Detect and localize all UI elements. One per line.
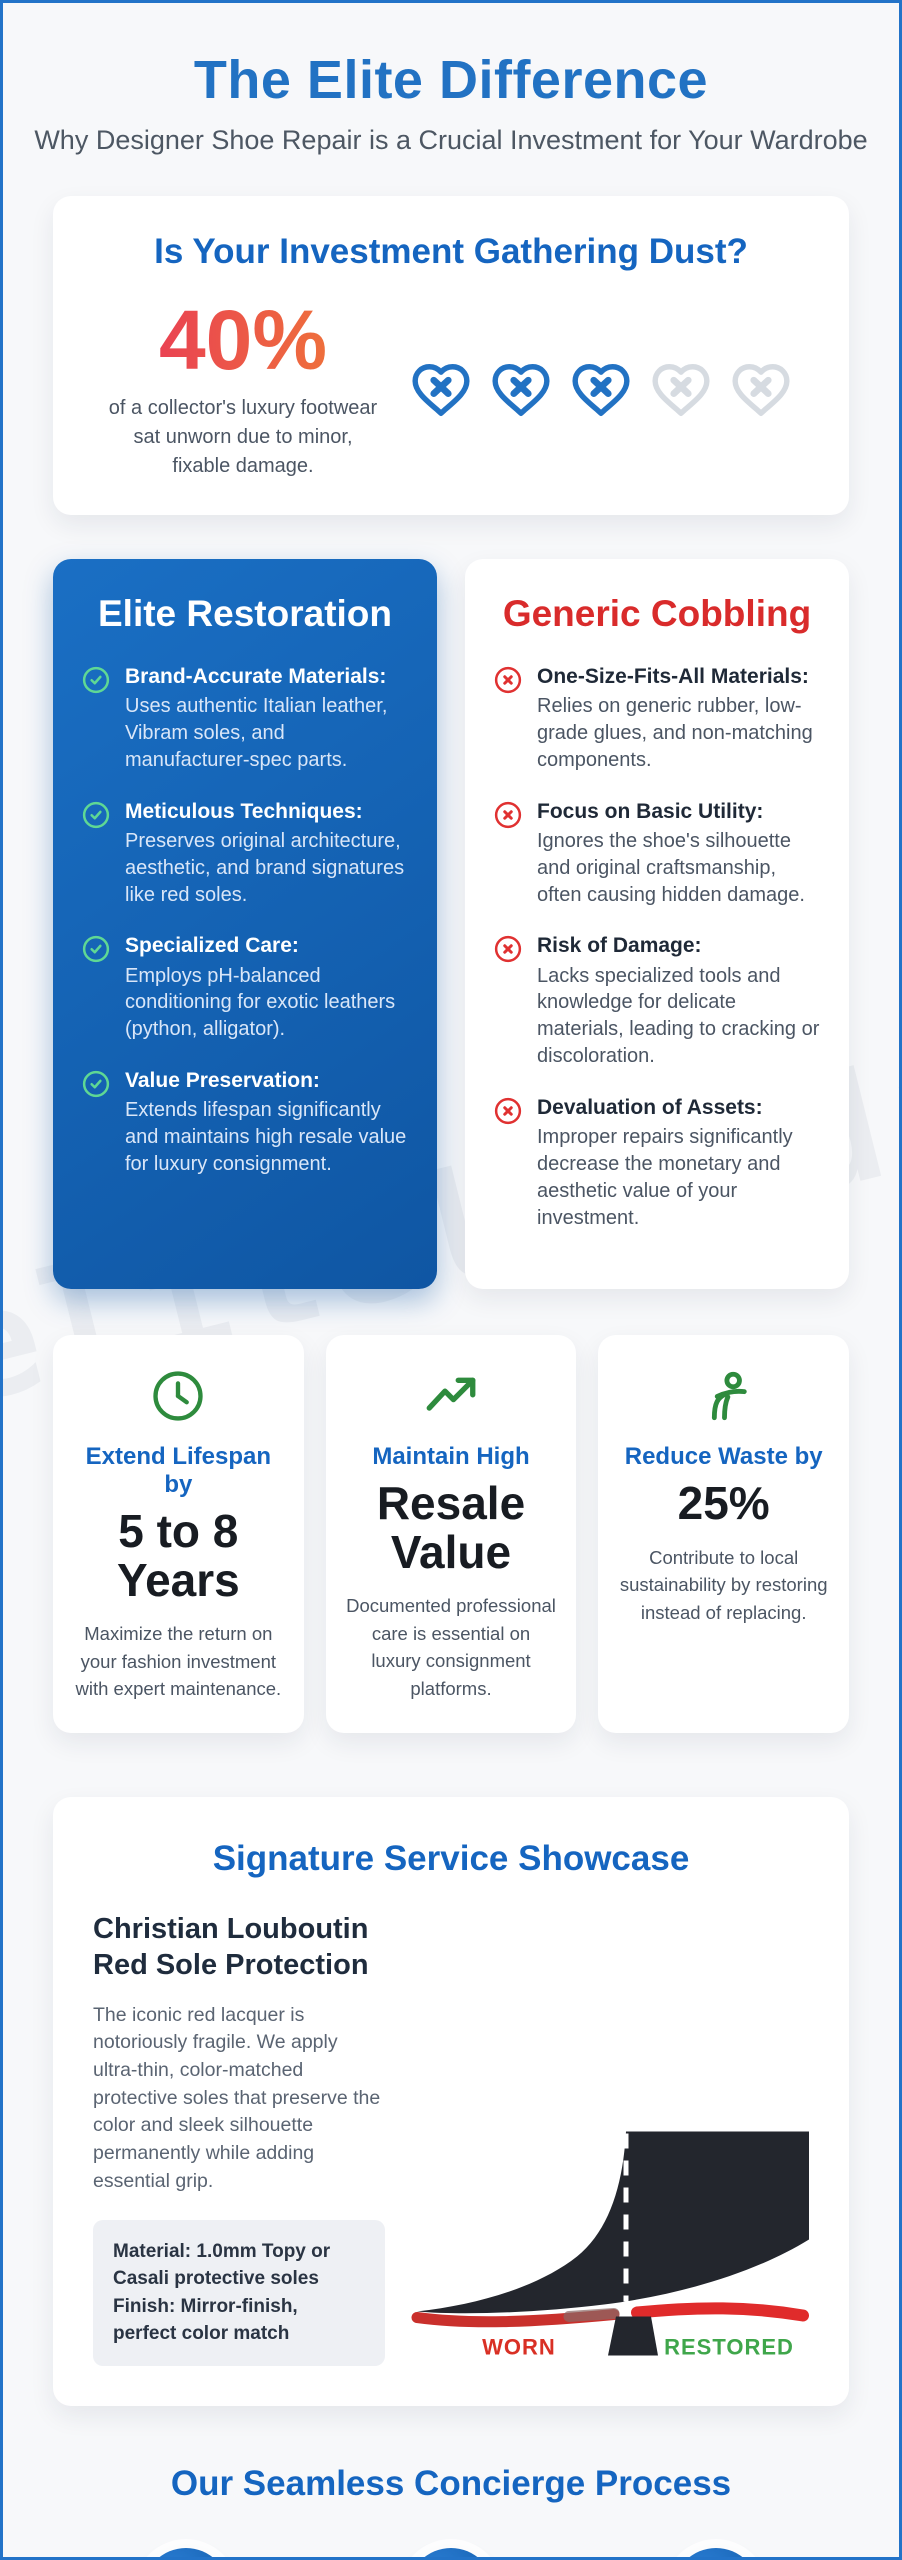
showcase-paragraph: The iconic red lacquer is notoriously fr… [93, 2003, 381, 2192]
heel-block [608, 2316, 658, 2356]
check-circle-icon [81, 934, 111, 964]
dust-stat-value: 40% [93, 298, 393, 382]
comparison-section: Elite Restoration Brand-Accurate Materia… [53, 559, 849, 1290]
x-circle-icon [493, 665, 523, 695]
showcase-heading: Signature Service Showcase [212, 1839, 690, 1879]
heart-x-icon [410, 359, 472, 421]
showcase-card: Signature Service Showcase Christian Lou… [53, 1797, 849, 2406]
x-circle-icon [493, 934, 523, 964]
list-item: Specialized Care: Employs pH-balanced con… [81, 932, 409, 1043]
spec-finish: Finish: Mirror-finish, perfect color mat… [113, 2295, 298, 2345]
spec-box: Material: 1.0mm Topy or Casali protectiv… [93, 2219, 385, 2366]
restored-sole-stripe [631, 2302, 809, 2322]
list-item: Devaluation of Assets: Improper repairs s… [493, 1094, 821, 1231]
x-circle-icon [493, 1096, 523, 1126]
generic-heading: Generic Cobbling [502, 593, 812, 634]
stat-value: Resale Value [376, 1477, 526, 1578]
process-step-restore: 2 We Restore Our master artisans meticul… [318, 2547, 583, 2557]
item-title: Focus on Basic Utility: [537, 799, 764, 823]
stat-value: 5 to 8 Years [116, 1505, 240, 1606]
stats-section: Extend Lifespan by 5 to 8 Years Maximize… [53, 1335, 850, 1734]
process-heading: Our Seamless Concierge Process [170, 2463, 732, 2503]
damaged-hearts-row [393, 359, 809, 421]
stat-label: Extend Lifespan by [85, 1443, 272, 1499]
x-circle-icon [493, 800, 523, 830]
check-circle-icon [81, 800, 111, 830]
heart-x-icon [490, 359, 552, 421]
item-desc: Employs pH-balanced conditioning for exo… [125, 964, 396, 1041]
heart-x-icon [570, 359, 632, 421]
showcase-subheading: Christian Louboutin Red Sole Protection [93, 1913, 369, 1982]
item-desc: Ignores the shoe's silhouette and origin… [537, 829, 805, 906]
generic-cobbling-card: Generic Cobbling One-Size-Fits-All Mater… [465, 559, 849, 1290]
check-circle-icon [81, 1069, 111, 1099]
page-title: The Elite Difference [193, 50, 709, 110]
heart-x-icon [650, 359, 712, 421]
page-subtitle: Why Designer Shoe Repair is a Crucial In… [34, 125, 868, 155]
stat-label: Reduce Waste by [624, 1443, 823, 1471]
elite-restoration-card: Elite Restoration Brand-Accurate Materia… [53, 559, 437, 1290]
item-title: Risk of Damage: [537, 934, 702, 958]
stat-card-waste: Reduce Waste by 25% Contribute to local … [598, 1335, 850, 1734]
list-item: Brand-Accurate Materials: Uses authentic … [81, 663, 409, 774]
investment-dust-card: Is Your Investment Gathering Dust? 40% o… [53, 196, 849, 515]
stat-card-lifespan: Extend Lifespan by 5 to 8 Years Maximize… [53, 1335, 304, 1734]
shoe-sole-illustration: WORN RESTORED [409, 1911, 809, 2366]
stat-desc: Contribute to local sustainability by re… [619, 1546, 828, 1624]
step-number-badge: 2 [407, 2547, 494, 2557]
item-desc: Lacks specialized tools and knowledge fo… [537, 964, 820, 1068]
item-desc: Improper repairs significantly decrease … [537, 1126, 793, 1229]
check-circle-icon [81, 665, 111, 695]
step-number-badge: 1 [142, 2547, 229, 2557]
process-section: Our Seamless Concierge Process 1 Schedul… [3, 2463, 899, 2557]
item-desc: Uses authentic Italian leather, Vibram s… [125, 695, 388, 771]
stat-value: 25% [677, 1477, 770, 1530]
worn-sole-fade [563, 2307, 620, 2322]
list-item: Focus on Basic Utility: Ignores the shoe'… [493, 798, 821, 909]
page-header: The Elite Difference Why Designer Shoe R… [3, 3, 899, 156]
item-desc: Extends lifespan significantly and maint… [125, 1099, 407, 1175]
process-step-delivered: 3 Delivered Your items are returned to y… [584, 2547, 849, 2557]
item-title: Devaluation of Assets: [537, 1095, 763, 1119]
dust-stat-caption: of a collector's luxury footwear sat unw… [108, 397, 378, 477]
process-step-schedule: 1 Schedule Begin with a simple digital a… [53, 2547, 318, 2557]
heart-x-icon [730, 359, 792, 421]
dust-stat-block: 40% of a collector's luxury footwear sat… [93, 298, 393, 481]
item-title: Brand-Accurate Materials: [125, 665, 387, 688]
list-item: Risk of Damage: Lacks specialized tools a… [493, 932, 821, 1069]
item-title: Value Preservation: [125, 1069, 320, 1093]
list-item: Value Preservation: Extends lifespan sign… [81, 1067, 409, 1178]
item-title: One-Size-Fits-All Materials: [537, 665, 809, 688]
item-desc: Preserves original architecture, aesthet… [125, 829, 405, 906]
restored-label: RESTORED [664, 2334, 794, 2359]
trending-up-icon [346, 1365, 557, 1427]
dust-card-heading: Is Your Investment Gathering Dust? [154, 232, 748, 271]
elite-heading: Elite Restoration [98, 593, 392, 634]
stat-desc: Maximize the return on your fashion inve… [75, 1622, 282, 1700]
item-title: Meticulous Techniques: [125, 799, 363, 823]
list-item: Meticulous Techniques: Preserves original… [81, 798, 409, 909]
shoe-silhouette [417, 2131, 809, 2313]
stat-desc: Documented professional care is essentia… [346, 1594, 556, 1700]
spec-material: Material: 1.0mm Topy or Casali protectiv… [113, 2240, 331, 2290]
list-item: One-Size-Fits-All Materials: Relies on ge… [493, 663, 821, 774]
worn-label: WORN [482, 2334, 556, 2359]
stat-label: Maintain High [372, 1443, 530, 1471]
person-bending-icon [618, 1365, 829, 1427]
item-desc: Relies on generic rubber, low-grade glue… [537, 695, 813, 771]
stat-card-resale: Maintain High Resale Value Documented pr… [325, 1335, 577, 1734]
item-title: Specialized Care: [125, 934, 299, 958]
step-number-badge: 3 [673, 2547, 760, 2557]
clock-icon [73, 1365, 284, 1427]
